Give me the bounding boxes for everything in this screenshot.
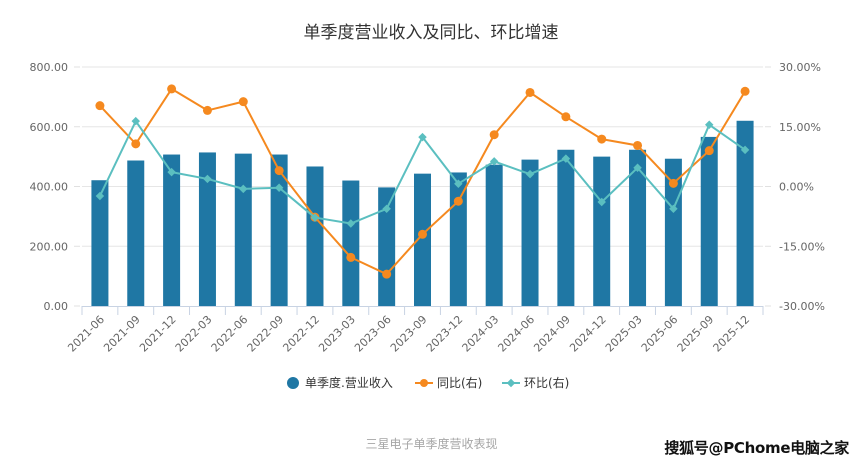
x-axis-tick-label: 2023-03 (316, 313, 358, 355)
bar (664, 158, 682, 306)
yoy-point (704, 146, 714, 156)
bar (629, 149, 647, 306)
x-axis-tick-label: 2022-03 (173, 313, 215, 355)
x-axis-tick-label: 2022-06 (209, 313, 251, 355)
qoq-point (167, 167, 176, 177)
x-axis-tick-label: 2021-12 (137, 313, 179, 355)
right-axis: -30.00% -15.00% 0.00% 15.00% 30.00% (765, 61, 825, 313)
chart-title: 单季度营业收入及同比、环比增速 (304, 23, 559, 43)
x-axis-tick-label: 2023-12 (424, 313, 466, 355)
x-axis-tick-label: 2023-09 (388, 313, 430, 355)
legend-item-revenue[interactable]: 单季度.营业收入 (287, 375, 393, 390)
legend-marker-yoy-dot (420, 379, 428, 387)
yoy-point (525, 87, 535, 97)
bar (557, 149, 575, 306)
bar (342, 180, 360, 306)
left-axis-tick-label: 800.00 (30, 61, 69, 74)
watermark: 搜狐号@PChome电脑之家 (664, 439, 849, 457)
yoy-point (346, 252, 356, 262)
left-axis-tick-label: 200.00 (30, 240, 69, 253)
bar (485, 164, 503, 306)
qoq-point (382, 204, 391, 214)
x-axis-tick-label: 2024-12 (567, 313, 609, 355)
qoq-point (239, 184, 248, 194)
bar (163, 154, 181, 306)
yoy-point (561, 112, 571, 122)
left-axis: 0.00 200.00 400.00 600.00 800.00 (30, 61, 80, 313)
x-axis-tick-label: 2021-09 (101, 313, 143, 355)
bar (521, 159, 539, 306)
right-axis-tick-label: 0.00% (779, 181, 814, 194)
bar (700, 136, 718, 306)
x-axis-tick-label: 2021-06 (65, 313, 107, 355)
right-axis-tick-label: 15.00% (779, 121, 821, 134)
bar (198, 152, 216, 306)
legend-item-yoy[interactable]: 同比(右) (415, 375, 482, 390)
qoq-point (454, 179, 463, 188)
yoy-point (418, 229, 427, 239)
qoq-point (131, 116, 141, 126)
bar (91, 180, 109, 306)
left-axis-tick-label: 0.00 (44, 300, 69, 313)
right-axis-tick-label: -30.00% (779, 300, 825, 313)
x-axis-tick-label: 2025-09 (675, 313, 717, 355)
yoy-point (382, 269, 392, 279)
legend-label-yoy: 同比(右) (437, 375, 482, 390)
qoq-point (203, 174, 212, 184)
yoy-point (167, 84, 177, 94)
qoq-point (346, 219, 356, 228)
yoy-point (238, 97, 248, 107)
bar-series (91, 120, 754, 307)
yoy-point (131, 139, 141, 149)
x-axis-tick-label: 2022-12 (280, 313, 322, 355)
bar (593, 156, 611, 306)
x-axis-tick-label: 2025-03 (603, 313, 645, 355)
yoy-line-series (95, 84, 750, 279)
qoq-point (95, 191, 105, 201)
yoy-point (740, 86, 750, 96)
bar (306, 166, 324, 306)
left-axis-tick-label: 600.00 (30, 121, 69, 134)
legend-marker-qoq-diamond (506, 378, 516, 388)
yoy-point (453, 196, 463, 206)
x-axis-tick-label: 2025-12 (711, 313, 753, 355)
yoy-point (489, 130, 499, 140)
legend-label-qoq: 环比(右) (524, 375, 569, 390)
yoy-point (668, 178, 678, 188)
qoq-point (418, 132, 427, 142)
bar (414, 173, 431, 306)
left-axis-tick-label: 400.00 (30, 181, 69, 194)
x-axis-tick-label: 2024-06 (495, 313, 537, 355)
bar (378, 187, 396, 306)
x-axis-tick-label: 2022-09 (245, 313, 287, 355)
right-axis-tick-label: -15.00% (779, 240, 825, 253)
yoy-point (597, 134, 607, 144)
qoq-point (274, 183, 284, 192)
qoq-point (489, 157, 499, 166)
legend: 单季度.营业收入 同比(右) 环比(右) (287, 375, 569, 390)
yoy-point (95, 101, 105, 111)
yoy-point (202, 105, 212, 115)
x-axis: 2021-062021-092021-122022-032022-062022-… (65, 306, 764, 355)
x-axis-tick-label: 2025-06 (639, 313, 681, 355)
yoy-point (633, 140, 643, 150)
x-axis-tick-label: 2024-09 (531, 313, 573, 355)
legend-label-revenue: 单季度.营业收入 (305, 375, 393, 390)
x-axis-tick-label: 2023-06 (352, 313, 394, 355)
legend-item-qoq[interactable]: 环比(右) (502, 375, 569, 390)
bar (127, 160, 145, 306)
bar (449, 172, 467, 306)
chart-caption: 三星电子单季度营收表现 (365, 437, 498, 451)
right-axis-tick-label: 30.00% (779, 61, 821, 74)
x-axis-tick-label: 2024-03 (460, 313, 502, 355)
qoq-point (310, 213, 320, 222)
bar (234, 153, 252, 306)
legend-marker-revenue (287, 377, 299, 389)
yoy-point (274, 166, 284, 176)
bar (736, 120, 754, 307)
